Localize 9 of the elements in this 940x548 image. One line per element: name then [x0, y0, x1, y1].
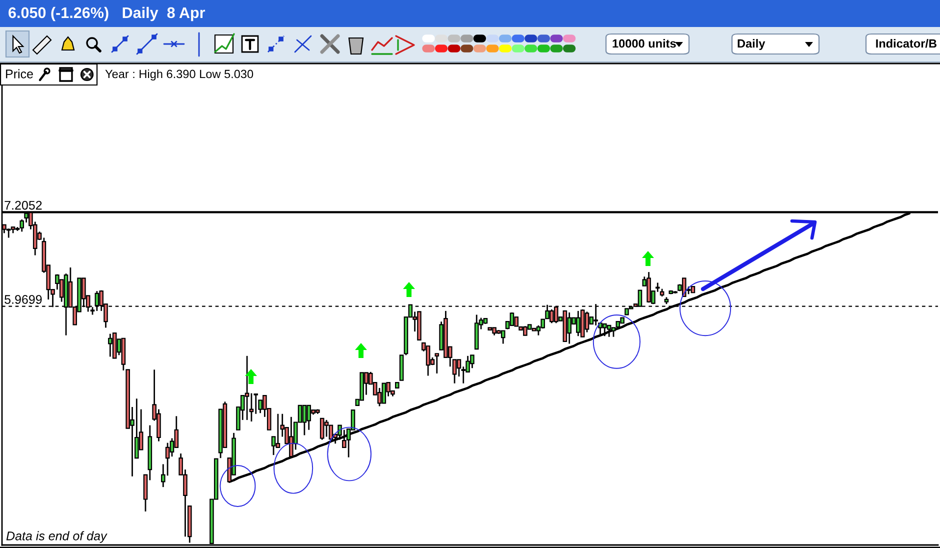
text: Year : High 6.390 Low 5.030 — [105, 70, 254, 81]
text: Daily — [738, 39, 766, 50]
annotation: Data is end of day — [6, 531, 108, 543]
text: 10000 units — [612, 39, 676, 48]
chart-title: 6.050 (-1.26%) Daily 8 Apr — [8, 6, 206, 22]
text: Price — [6, 69, 33, 78]
text: Indicator/B — [876, 39, 936, 48]
y-tick-label: 5.9699 — [4, 295, 42, 304]
y-tick-label: 7.2052 — [4, 200, 42, 210]
